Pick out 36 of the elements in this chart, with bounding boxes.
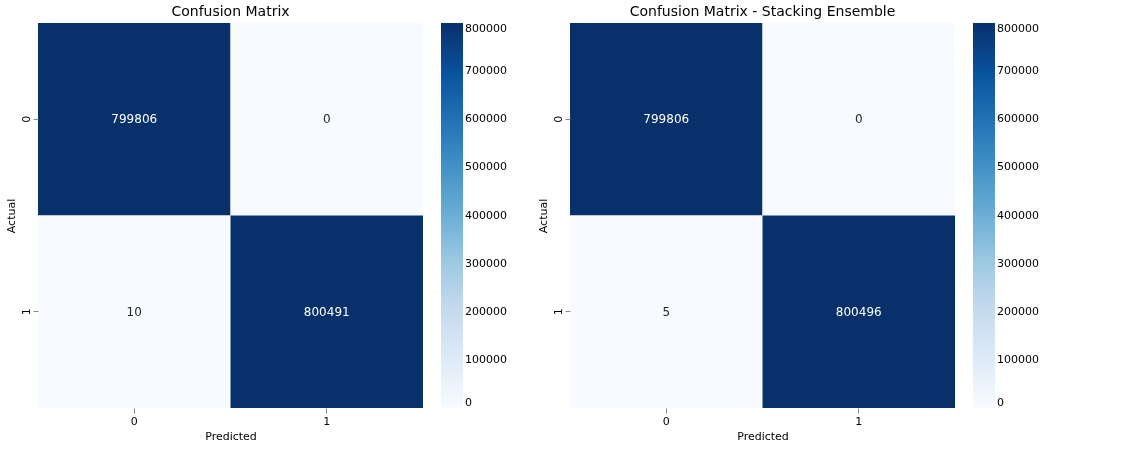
color-bar-label: 0 (465, 396, 472, 409)
data-label: 799806 (111, 112, 158, 127)
color-bar-label: 400000 (465, 208, 507, 222)
color-bar-label: 200000 (997, 304, 1039, 318)
color-bar-label: 700000 (997, 64, 1039, 78)
color-bar-label: 300000 (997, 256, 1039, 270)
color-bar-label: 800000 (465, 22, 507, 35)
data-label: 5 (662, 304, 671, 319)
color-bar-label: 600000 (465, 112, 507, 126)
data-label: 0 (322, 112, 331, 127)
x-tick-label: 1 (323, 414, 331, 428)
data-label: 800496 (835, 304, 882, 319)
x-tick-label: 1 (855, 414, 863, 428)
chart-title: Confusion Matrix - Stacking Ensemble (629, 3, 896, 19)
color-bar-label: 600000 (997, 112, 1039, 126)
color-bar-label: 800000 (997, 22, 1039, 35)
color-bar-label: 100000 (465, 352, 507, 366)
color-bar-label: 100000 (997, 352, 1039, 366)
color-bar-label: 500000 (997, 160, 1039, 174)
chart-title: Confusion Matrix (171, 3, 290, 19)
data-label: 800491 (303, 304, 350, 319)
color-bar-label: 200000 (465, 304, 507, 318)
y-axis-title: Actual (4, 198, 18, 234)
color-bar-label: 0 (997, 396, 1004, 409)
x-tick-label: 0 (662, 414, 670, 428)
data-label: 10 (126, 304, 142, 319)
y-axis-title: Actual (536, 198, 550, 234)
x-tick-label: 0 (130, 414, 138, 428)
color-bar-label: 500000 (465, 160, 507, 174)
data-label: 0 (854, 112, 863, 127)
data-label: 799806 (643, 112, 690, 127)
color-bar-label: 300000 (465, 256, 507, 270)
color-bar-label: 400000 (997, 208, 1039, 222)
color-bar-label: 700000 (465, 64, 507, 78)
x-axis-title: Predicted (205, 429, 257, 443)
x-axis-title: Predicted (737, 429, 789, 443)
